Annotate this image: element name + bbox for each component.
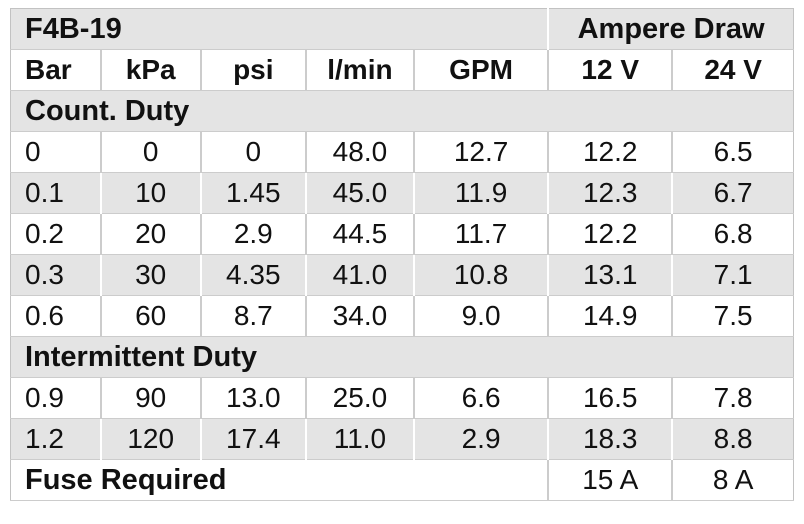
cell-bar: 0.9 bbox=[10, 377, 102, 419]
cell-psi: 17.4 bbox=[200, 418, 307, 460]
cell-gpm: 9.0 bbox=[413, 295, 550, 337]
table-row: 0.1 10 1.45 45.0 11.9 12.3 6.7 bbox=[10, 172, 795, 214]
cell-gpm: 6.6 bbox=[413, 377, 550, 419]
col-header-kpa: kPa bbox=[100, 49, 202, 91]
cell-psi: 0 bbox=[200, 131, 307, 173]
cell-lmin: 45.0 bbox=[305, 172, 415, 214]
cell-amp12: 12.3 bbox=[548, 172, 674, 214]
cell-gpm: 11.9 bbox=[413, 172, 550, 214]
cell-bar: 0.6 bbox=[10, 295, 102, 337]
fuse-required-label: Fuse Required bbox=[10, 459, 550, 501]
table-row: 0.9 90 13.0 25.0 6.6 16.5 7.8 bbox=[10, 377, 795, 419]
col-header-12v: 12 V bbox=[548, 49, 674, 91]
col-header-psi: psi bbox=[200, 49, 307, 91]
fuse-required-row: Fuse Required 15 A 8 A bbox=[10, 459, 795, 501]
cell-amp24: 7.8 bbox=[672, 377, 795, 419]
ampere-draw-header: Ampere Draw bbox=[548, 8, 795, 50]
cell-kpa: 60 bbox=[100, 295, 202, 337]
cell-amp24: 7.5 bbox=[672, 295, 795, 337]
cell-psi: 4.35 bbox=[200, 254, 307, 296]
cell-bar: 1.2 bbox=[10, 418, 102, 460]
section-header-intermittent-duty: Intermittent Duty bbox=[10, 336, 794, 378]
cell-psi: 2.9 bbox=[200, 213, 307, 255]
cell-lmin: 25.0 bbox=[305, 377, 415, 419]
cell-gpm: 11.7 bbox=[413, 213, 550, 255]
table-row: 0.6 60 8.7 34.0 9.0 14.9 7.5 bbox=[10, 295, 795, 337]
col-header-lmin: l/min bbox=[305, 49, 415, 91]
cell-kpa: 10 bbox=[100, 172, 202, 214]
table-row: 0 0 0 48.0 12.7 12.2 6.5 bbox=[10, 131, 795, 173]
cell-amp24: 6.7 bbox=[672, 172, 795, 214]
cell-bar: 0.1 bbox=[10, 172, 102, 214]
cell-gpm: 12.7 bbox=[413, 131, 550, 173]
cell-amp12: 16.5 bbox=[548, 377, 674, 419]
cell-amp12: 12.2 bbox=[548, 131, 674, 173]
cell-lmin: 44.5 bbox=[305, 213, 415, 255]
table-row: 0.3 30 4.35 41.0 10.8 13.1 7.1 bbox=[10, 254, 795, 296]
cell-kpa: 30 bbox=[100, 254, 202, 296]
cell-amp12: 12.2 bbox=[548, 213, 674, 255]
cell-amp12: 13.1 bbox=[548, 254, 674, 296]
cell-lmin: 34.0 bbox=[305, 295, 415, 337]
column-header-row: Bar kPa psi l/min GPM 12 V 24 V bbox=[10, 49, 795, 91]
cell-psi: 13.0 bbox=[200, 377, 307, 419]
cell-psi: 1.45 bbox=[200, 172, 307, 214]
fuse-12v-value: 15 A bbox=[548, 459, 674, 501]
fuse-24v-value: 8 A bbox=[672, 459, 795, 501]
cell-gpm: 2.9 bbox=[413, 418, 550, 460]
model-title: F4B-19 bbox=[10, 8, 550, 50]
cell-amp24: 6.8 bbox=[672, 213, 795, 255]
cell-psi: 8.7 bbox=[200, 295, 307, 337]
col-header-gpm: GPM bbox=[413, 49, 550, 91]
cell-lmin: 11.0 bbox=[305, 418, 415, 460]
section-header-count-duty: Count. Duty bbox=[10, 90, 794, 132]
table-row: 0.2 20 2.9 44.5 11.7 12.2 6.8 bbox=[10, 213, 795, 255]
col-header-bar: Bar bbox=[10, 49, 102, 91]
cell-gpm: 10.8 bbox=[413, 254, 550, 296]
cell-amp24: 6.5 bbox=[672, 131, 795, 173]
cell-kpa: 90 bbox=[100, 377, 202, 419]
cell-lmin: 48.0 bbox=[305, 131, 415, 173]
cell-kpa: 0 bbox=[100, 131, 202, 173]
cell-bar: 0.2 bbox=[10, 213, 102, 255]
table-row: 1.2 120 17.4 11.0 2.9 18.3 8.8 bbox=[10, 418, 795, 460]
cell-lmin: 41.0 bbox=[305, 254, 415, 296]
cell-bar: 0.3 bbox=[10, 254, 102, 296]
cell-amp12: 18.3 bbox=[548, 418, 674, 460]
cell-kpa: 20 bbox=[100, 213, 202, 255]
cell-amp24: 7.1 bbox=[672, 254, 795, 296]
section-label: Count. Duty bbox=[10, 90, 794, 132]
cell-kpa: 120 bbox=[100, 418, 202, 460]
pump-spec-table: F4B-19 Ampere Draw Bar kPa psi l/min GPM… bbox=[10, 8, 795, 501]
title-row: F4B-19 Ampere Draw bbox=[10, 8, 795, 50]
datasheet-page: F4B-19 Ampere Draw Bar kPa psi l/min GPM… bbox=[10, 8, 795, 501]
cell-amp12: 14.9 bbox=[548, 295, 674, 337]
col-header-24v: 24 V bbox=[672, 49, 795, 91]
section-label: Intermittent Duty bbox=[10, 336, 794, 378]
cell-bar: 0 bbox=[10, 131, 102, 173]
cell-amp24: 8.8 bbox=[672, 418, 795, 460]
